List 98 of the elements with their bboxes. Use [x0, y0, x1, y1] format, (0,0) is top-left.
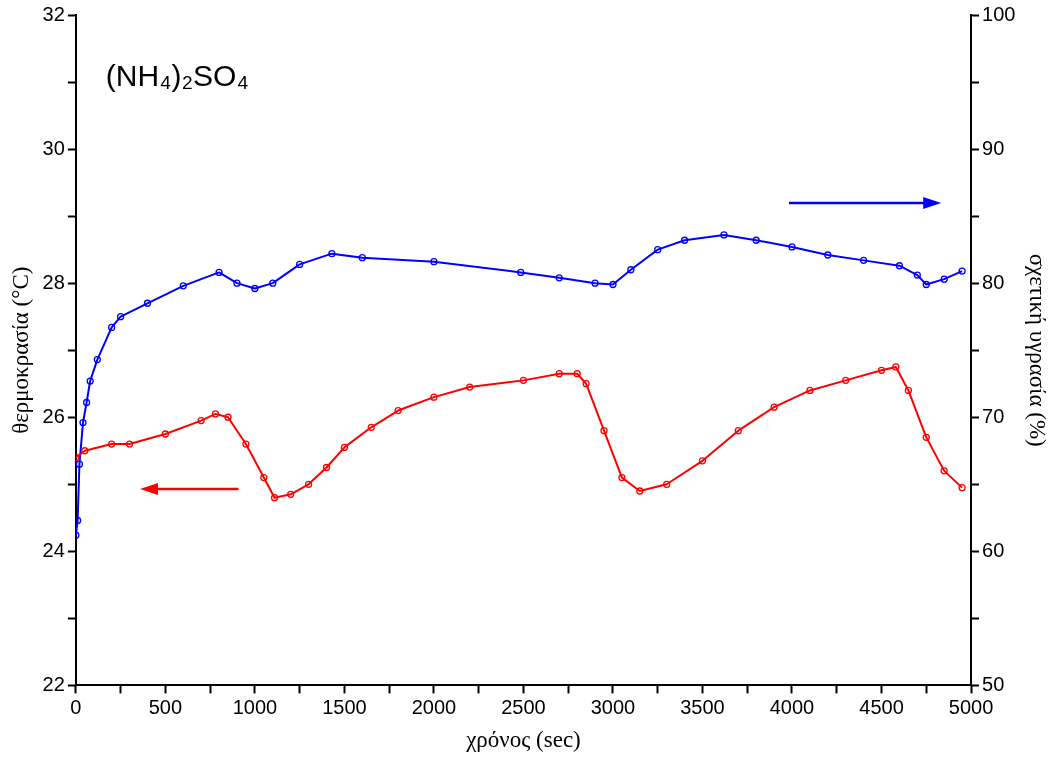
- y2-tick-label: 70: [982, 404, 1005, 427]
- y2-tick-label: 100: [982, 2, 1016, 25]
- point: [654, 245, 662, 254]
- point: [892, 363, 900, 371]
- point: [108, 323, 116, 332]
- point: [466, 383, 474, 391]
- point: [618, 473, 626, 482]
- x-tick-label: 3500: [680, 695, 725, 718]
- point: [752, 236, 760, 244]
- annotation: (NH₄)₂SO₄: [105, 59, 249, 93]
- y-tick-label: 22: [42, 672, 65, 695]
- point: [287, 490, 295, 498]
- x-tick-label: 1000: [232, 695, 278, 718]
- point: [93, 355, 101, 364]
- point: [211, 410, 220, 418]
- y-tick-label: 26: [42, 404, 65, 427]
- point: [75, 460, 84, 468]
- y2-tick-label: 80: [982, 270, 1005, 293]
- point: [179, 282, 187, 290]
- point: [340, 443, 349, 452]
- x-tick-label: 5000: [948, 695, 994, 718]
- point: [108, 440, 116, 448]
- point: [573, 370, 581, 378]
- y-tick-label: 32: [42, 2, 65, 25]
- point: [895, 262, 904, 270]
- point: [940, 275, 948, 283]
- point: [582, 380, 590, 388]
- point: [358, 254, 366, 262]
- point: [940, 467, 948, 475]
- point: [295, 260, 304, 269]
- x-tick-label: 2500: [501, 695, 546, 718]
- point: [215, 268, 223, 277]
- point: [125, 440, 134, 448]
- point: [698, 457, 707, 465]
- point: [270, 494, 279, 502]
- x-tick-label: 2000: [411, 695, 457, 718]
- point: [636, 487, 644, 495]
- point: [79, 418, 87, 427]
- point: [609, 280, 617, 289]
- point: [770, 403, 778, 411]
- point: [859, 256, 868, 265]
- point: [161, 430, 170, 438]
- x-axis-title: χρόνος (sec): [465, 727, 581, 753]
- point: [328, 250, 336, 258]
- point: [788, 243, 796, 251]
- x-tick-label: 1500: [322, 695, 367, 718]
- y-axis-title: θερμοκρασία (°C): [7, 266, 33, 434]
- point: [430, 258, 438, 266]
- point: [304, 480, 313, 488]
- point: [197, 416, 205, 425]
- y2-tick-label: 60: [982, 538, 1005, 561]
- point: [877, 366, 886, 374]
- y2-axis-title: σχετική υγρασία (%): [1025, 253, 1051, 447]
- y2-tick-label: 50: [982, 672, 1005, 695]
- point: [720, 231, 728, 239]
- point: [555, 274, 563, 282]
- x-tick-label: 3000: [590, 695, 636, 718]
- point: [591, 279, 599, 287]
- point: [922, 433, 930, 441]
- point: [806, 386, 814, 395]
- point: [663, 480, 671, 488]
- point: [367, 423, 375, 431]
- x-tick-label: 0: [70, 695, 82, 718]
- point: [269, 279, 277, 287]
- point: [233, 279, 241, 287]
- x-tick-label: 500: [148, 695, 183, 718]
- point: [627, 266, 635, 274]
- point: [143, 299, 152, 307]
- x-tick-label: 4000: [769, 695, 815, 718]
- x-tick-label: 4500: [859, 695, 904, 718]
- point: [86, 377, 94, 385]
- point: [116, 313, 125, 321]
- point: [82, 398, 91, 407]
- point: [260, 473, 268, 482]
- y-tick-label: 30: [42, 136, 65, 159]
- point: [242, 440, 250, 448]
- y2-tick-label: 90: [982, 136, 1005, 159]
- point: [519, 376, 528, 385]
- y-tick-label: 24: [42, 538, 65, 561]
- point: [322, 463, 331, 472]
- y-tick-label: 28: [42, 270, 65, 293]
- point: [517, 268, 525, 277]
- point: [555, 370, 563, 378]
- point: [251, 284, 259, 293]
- point: [958, 267, 966, 275]
- point: [224, 413, 232, 421]
- point: [81, 447, 89, 455]
- point: [842, 376, 850, 385]
- point: [824, 251, 832, 259]
- point: [680, 236, 689, 244]
- point: [430, 393, 438, 401]
- point: [734, 427, 742, 435]
- point: [958, 483, 966, 492]
- point: [922, 280, 930, 289]
- point: [904, 386, 913, 395]
- point: [600, 427, 608, 435]
- point: [394, 406, 402, 415]
- point: [913, 271, 921, 279]
